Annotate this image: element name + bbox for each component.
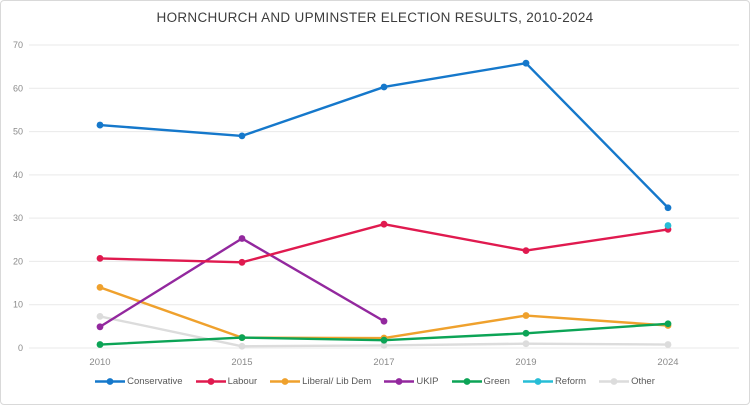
series-reform (664, 222, 672, 229)
legend-item-ukip: UKIP (384, 376, 439, 387)
data-point-conservative (522, 59, 530, 67)
legend-marker-labour-icon (195, 378, 226, 385)
legend-label-liberal-lib-dem: Liberal/ Lib Dem (302, 376, 372, 387)
legend-item-conservative: Conservative (95, 376, 183, 387)
series-line-ukip (98, 237, 386, 328)
legend-item-labour: Labour (195, 376, 258, 387)
data-point-ukip (96, 323, 104, 331)
y-axis-tick-0: 0 (18, 343, 23, 353)
legend-marker-liberal-lib-dem-icon (270, 378, 301, 385)
y-axis-tick-70: 70 (13, 40, 23, 50)
data-point-conservative (380, 83, 388, 91)
x-axis-tick-2019: 2019 (515, 357, 536, 368)
data-point-other (522, 340, 530, 348)
data-point-labour (522, 247, 530, 255)
data-point-ukip (238, 235, 246, 242)
y-axis-tick-30: 30 (13, 213, 23, 223)
x-axis-tick-2024: 2024 (657, 357, 678, 368)
data-point-green (522, 329, 530, 337)
data-point-reform (664, 222, 672, 229)
legend-item-reform: Reform (522, 376, 587, 387)
data-point-green (664, 320, 672, 328)
data-point-conservative (238, 132, 246, 140)
data-point-ukip (380, 317, 388, 325)
data-point-labour (380, 220, 388, 228)
data-point-green (238, 334, 246, 342)
x-axis-tick-2017: 2017 (373, 357, 394, 368)
series-other (96, 313, 672, 350)
data-point-green (380, 336, 388, 344)
series-conservative (96, 59, 672, 212)
data-point-other (380, 342, 388, 349)
data-point-liberal-lib-dem (96, 284, 104, 291)
data-point-other (96, 313, 104, 320)
series-green (96, 320, 672, 348)
x-axis-tick-2010: 2010 (89, 357, 110, 368)
y-axis-tick-20: 20 (13, 256, 23, 266)
legend-item-other: Other (599, 376, 655, 387)
legend-label-other: Other (631, 376, 655, 387)
chart-legend: Conservative Labour Liberal/ Lib Dem UKIP Gr… (1, 376, 749, 387)
legend-marker-ukip-icon (384, 378, 415, 385)
y-axis-tick-50: 50 (13, 127, 23, 137)
y-axis-tick-60: 60 (13, 83, 23, 93)
legend-label-reform: Reform (554, 376, 587, 387)
legend-item-liberal-lib-dem: Liberal/ Lib Dem (270, 376, 371, 387)
data-point-labour (238, 258, 246, 266)
y-axis-tick-40: 40 (13, 170, 23, 180)
legend-label-conservative: Conservative (127, 376, 183, 387)
data-point-liberal-lib-dem (522, 312, 530, 319)
data-point-other (238, 342, 246, 350)
legend-marker-other-icon (599, 378, 630, 385)
y-axis-tick-10: 10 (13, 300, 23, 310)
x-axis-tick-2015: 2015 (231, 357, 252, 368)
legend-marker-reform-icon (522, 378, 553, 385)
legend-item-green: Green (451, 376, 510, 387)
data-point-conservative (96, 121, 104, 129)
data-point-other (664, 341, 672, 348)
data-point-conservative (664, 204, 672, 212)
series-ukip (96, 235, 388, 331)
series-line-labour (98, 223, 670, 264)
legend-label-green: Green (483, 376, 510, 387)
legend-marker-conservative-icon (95, 378, 126, 385)
legend-label-labour: Labour (227, 376, 258, 387)
series-labour (96, 220, 672, 266)
data-point-labour (96, 254, 104, 262)
data-point-green (96, 341, 104, 348)
chart-title: HORNCHURCH AND UPMINSTER ELECTION RESULT… (156, 10, 594, 25)
legend-marker-green-icon (451, 378, 482, 385)
legend-label-ukip: UKIP (416, 376, 439, 387)
